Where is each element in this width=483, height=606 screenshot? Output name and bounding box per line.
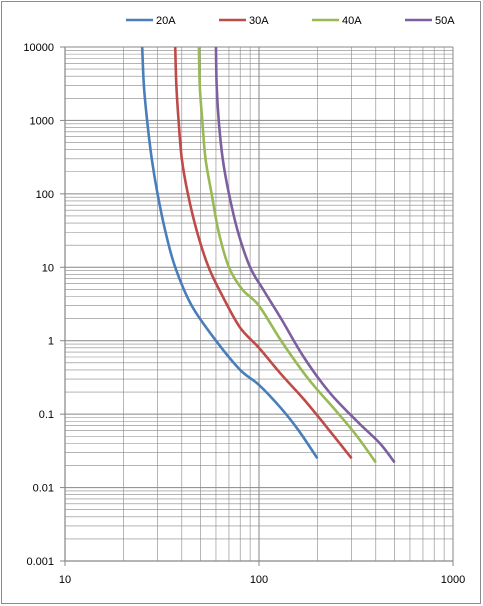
y-tick-label: 100 bbox=[36, 189, 54, 201]
legend-label-20a: 20A bbox=[156, 15, 176, 27]
y-tick-label: 1000 bbox=[30, 115, 54, 127]
y-tick-label: 10 bbox=[42, 262, 54, 274]
legend-label-50a: 50A bbox=[435, 15, 455, 27]
y-tick-label: 0.001 bbox=[26, 556, 54, 568]
series-line-30a bbox=[173, 46, 353, 460]
y-tick-label: 0.01 bbox=[33, 483, 54, 495]
grid bbox=[65, 46, 454, 561]
series-line-50a bbox=[214, 46, 396, 464]
x-tick-label: 100 bbox=[250, 574, 268, 586]
series-line-40a bbox=[197, 46, 377, 464]
x-tick-label: 10 bbox=[59, 574, 71, 586]
tick-labels: 0.001 0.01 0.1 1 10 100 1000 10000 10 100 1000 bbox=[23, 42, 465, 586]
legend-label-40a: 40A bbox=[342, 15, 362, 27]
x-tick-label: 1000 bbox=[441, 574, 465, 586]
series-layer bbox=[140, 46, 396, 464]
y-tick-label: 10000 bbox=[23, 42, 54, 54]
legend-label-30a: 30A bbox=[249, 15, 269, 27]
y-tick-label: 0.1 bbox=[39, 409, 54, 421]
axes bbox=[60, 46, 454, 566]
legend: 20A 30A 40A 50A bbox=[126, 15, 455, 27]
series-line-20a bbox=[140, 46, 319, 460]
y-tick-label: 1 bbox=[48, 336, 54, 348]
